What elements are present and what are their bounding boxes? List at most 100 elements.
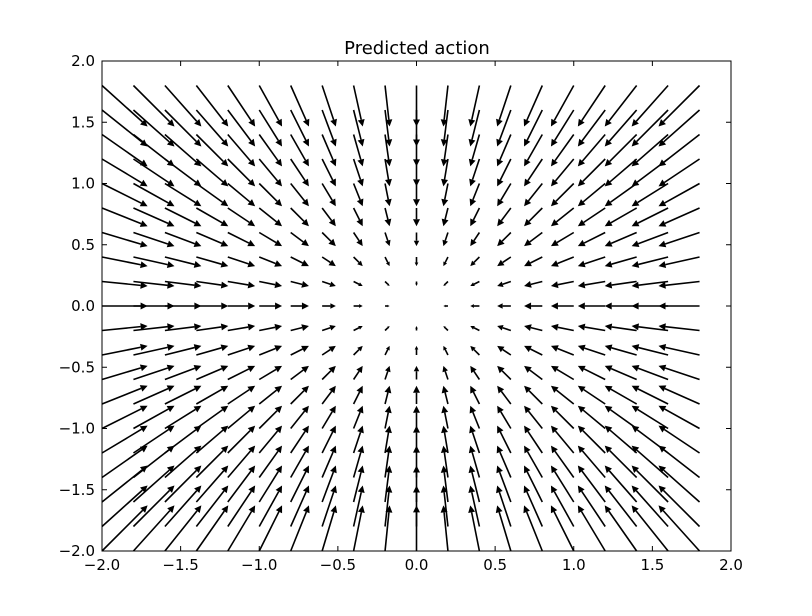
- quiver-arrow: [133, 256, 175, 269]
- arrow-head: [658, 139, 667, 147]
- arrow-shaft: [526, 109, 544, 141]
- arrow-head: [220, 260, 229, 268]
- arrow-shaft: [609, 449, 638, 479]
- arrow-shaft: [195, 429, 224, 454]
- arrow-head: [631, 261, 640, 268]
- quiver-arrow: [290, 231, 309, 247]
- arrow-shaft: [384, 512, 390, 552]
- arrow-shaft: [384, 349, 389, 356]
- arrow-shaft: [164, 429, 197, 454]
- arrow-head: [384, 218, 392, 227]
- arrow-shaft: [637, 182, 669, 204]
- arrow-shaft: [581, 450, 606, 479]
- arrow-shaft: [638, 326, 669, 332]
- arrow-shaft: [665, 280, 700, 287]
- quiver-arrow: [196, 280, 229, 289]
- arrow-head: [550, 445, 558, 454]
- quiver-arrow: [658, 445, 701, 479]
- quiver-arrow: [164, 385, 202, 405]
- arrow-shaft: [637, 408, 669, 430]
- quiver-arrow: [468, 505, 481, 552]
- arrow-head: [275, 505, 283, 514]
- quiver-arrow: [321, 485, 337, 527]
- arrow-shaft: [384, 158, 390, 180]
- arrow-shaft: [554, 134, 575, 162]
- arrow-shaft: [443, 158, 449, 180]
- arrow-shaft: [195, 449, 224, 479]
- quiver-arrow: [550, 445, 575, 478]
- arrow-head: [497, 303, 503, 309]
- arrow-head: [658, 199, 667, 207]
- quiver-arrow: [227, 465, 256, 503]
- arrow-head: [248, 465, 256, 474]
- quiver-arrow: [524, 109, 544, 147]
- arrow-head: [577, 118, 585, 127]
- quiver-arrow: [658, 256, 700, 269]
- arrow-head: [413, 159, 420, 167]
- arrow-shaft: [321, 491, 335, 527]
- arrow-head: [524, 239, 532, 247]
- arrow-shaft: [164, 490, 198, 528]
- arrow-head: [413, 139, 420, 147]
- quiver-arrow: [524, 302, 543, 310]
- arrow-head: [167, 505, 175, 513]
- arrow-head: [415, 325, 418, 329]
- arrow-shaft: [133, 325, 168, 332]
- quiver-arrow: [550, 505, 575, 552]
- arrow-head: [631, 365, 640, 372]
- quiver-arrow: [658, 207, 700, 227]
- y-tick-label: 0.5: [71, 236, 95, 254]
- arrow-shaft: [258, 511, 280, 552]
- arrow-head: [413, 365, 420, 372]
- quiver-arrow: [164, 485, 202, 528]
- arrow-head: [604, 302, 612, 310]
- arrow-head: [166, 240, 175, 248]
- quiver-arrow: [258, 85, 283, 127]
- quiver-arrow: [132, 485, 175, 528]
- quiver-arrow: [384, 207, 392, 227]
- arrow-head: [550, 158, 558, 167]
- arrow-shaft: [196, 280, 222, 286]
- y-tick-label: 1.0: [71, 175, 95, 193]
- arrow-head: [385, 139, 393, 147]
- quiver-arrow: [164, 109, 202, 147]
- arrow-shaft: [227, 470, 252, 503]
- arrow-head: [577, 302, 585, 310]
- arrow-shaft: [584, 280, 606, 286]
- quiver-arrow: [384, 158, 392, 187]
- arrow-head: [470, 282, 475, 287]
- quiver-arrow: [101, 84, 148, 127]
- arrow-head: [139, 220, 148, 227]
- arrow-shaft: [444, 327, 449, 332]
- arrow-head: [166, 343, 175, 351]
- quiver-arrow: [604, 323, 637, 332]
- arrow-shaft: [530, 326, 543, 332]
- quiver-arrow: [604, 280, 637, 289]
- arrow-shaft: [133, 408, 169, 430]
- quiver-arrow: [631, 365, 669, 381]
- quiver-arrow: [321, 256, 336, 267]
- arrow-shaft: [101, 207, 142, 225]
- quiver-arrow: [658, 323, 700, 332]
- arrow-shaft: [321, 451, 334, 478]
- quiver-arrow: [384, 385, 392, 405]
- quiver-arrow: [470, 232, 481, 247]
- arrow-shaft: [608, 510, 638, 552]
- arrow-head: [604, 465, 612, 474]
- arrow-shaft: [195, 409, 224, 430]
- arrow-head: [220, 281, 229, 289]
- arrow-shaft: [227, 326, 249, 332]
- arrow-head: [550, 219, 559, 227]
- arrow-shaft: [473, 280, 480, 285]
- arrow-head: [413, 119, 420, 127]
- quiver-arrow: [227, 302, 256, 310]
- arrow-head: [329, 405, 336, 414]
- arrow-shaft: [290, 158, 306, 181]
- arrow-shaft: [195, 388, 223, 405]
- arrow-shaft: [499, 431, 512, 454]
- arrow-shaft: [258, 207, 278, 223]
- quiver-arrow: [497, 280, 512, 287]
- arrow-head: [497, 345, 505, 353]
- arrow-head: [385, 119, 393, 127]
- arrow-head: [385, 345, 390, 351]
